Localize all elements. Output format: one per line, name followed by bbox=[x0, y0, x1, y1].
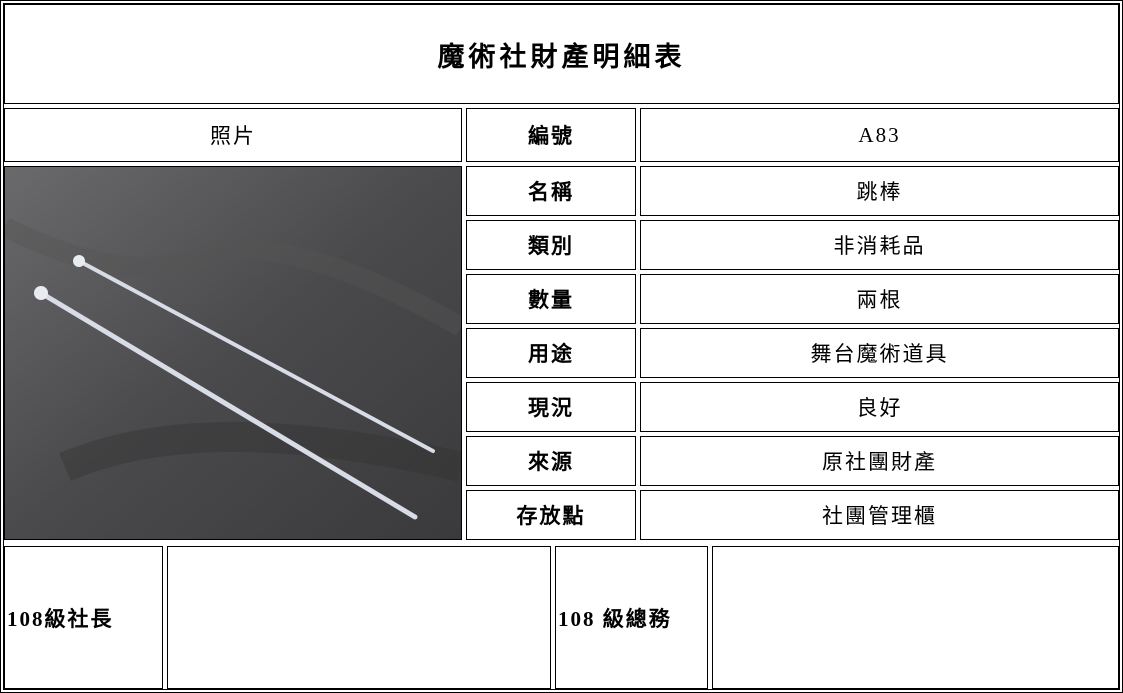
photo bbox=[5, 167, 461, 539]
field-label: 存放點 bbox=[466, 490, 636, 540]
field-value: 良好 bbox=[640, 382, 1119, 432]
photo-header: 照片 bbox=[4, 108, 462, 162]
photo-cell bbox=[4, 166, 462, 540]
field-value: 兩根 bbox=[640, 274, 1119, 324]
field-value: 非消耗品 bbox=[640, 220, 1119, 270]
field-label: 來源 bbox=[466, 436, 636, 486]
field-label: 編號 bbox=[466, 108, 636, 162]
field-value: A83 bbox=[640, 108, 1119, 162]
field-value: 跳棒 bbox=[640, 166, 1119, 216]
signature-label: 108級社長 bbox=[4, 546, 163, 689]
signature-box bbox=[167, 546, 551, 689]
field-value: 原社團財產 bbox=[640, 436, 1119, 486]
field-label: 類別 bbox=[466, 220, 636, 270]
field-label: 數量 bbox=[466, 274, 636, 324]
field-label: 用途 bbox=[466, 328, 636, 378]
field-value: 舞台魔術道具 bbox=[640, 328, 1119, 378]
field-label: 現況 bbox=[466, 382, 636, 432]
field-label: 名稱 bbox=[466, 166, 636, 216]
field-value: 社團管理櫃 bbox=[640, 490, 1119, 540]
signature-box bbox=[712, 546, 1119, 689]
title: 魔術社財產明細表 bbox=[4, 4, 1119, 104]
signature-label: 108 級總務 bbox=[555, 546, 708, 689]
